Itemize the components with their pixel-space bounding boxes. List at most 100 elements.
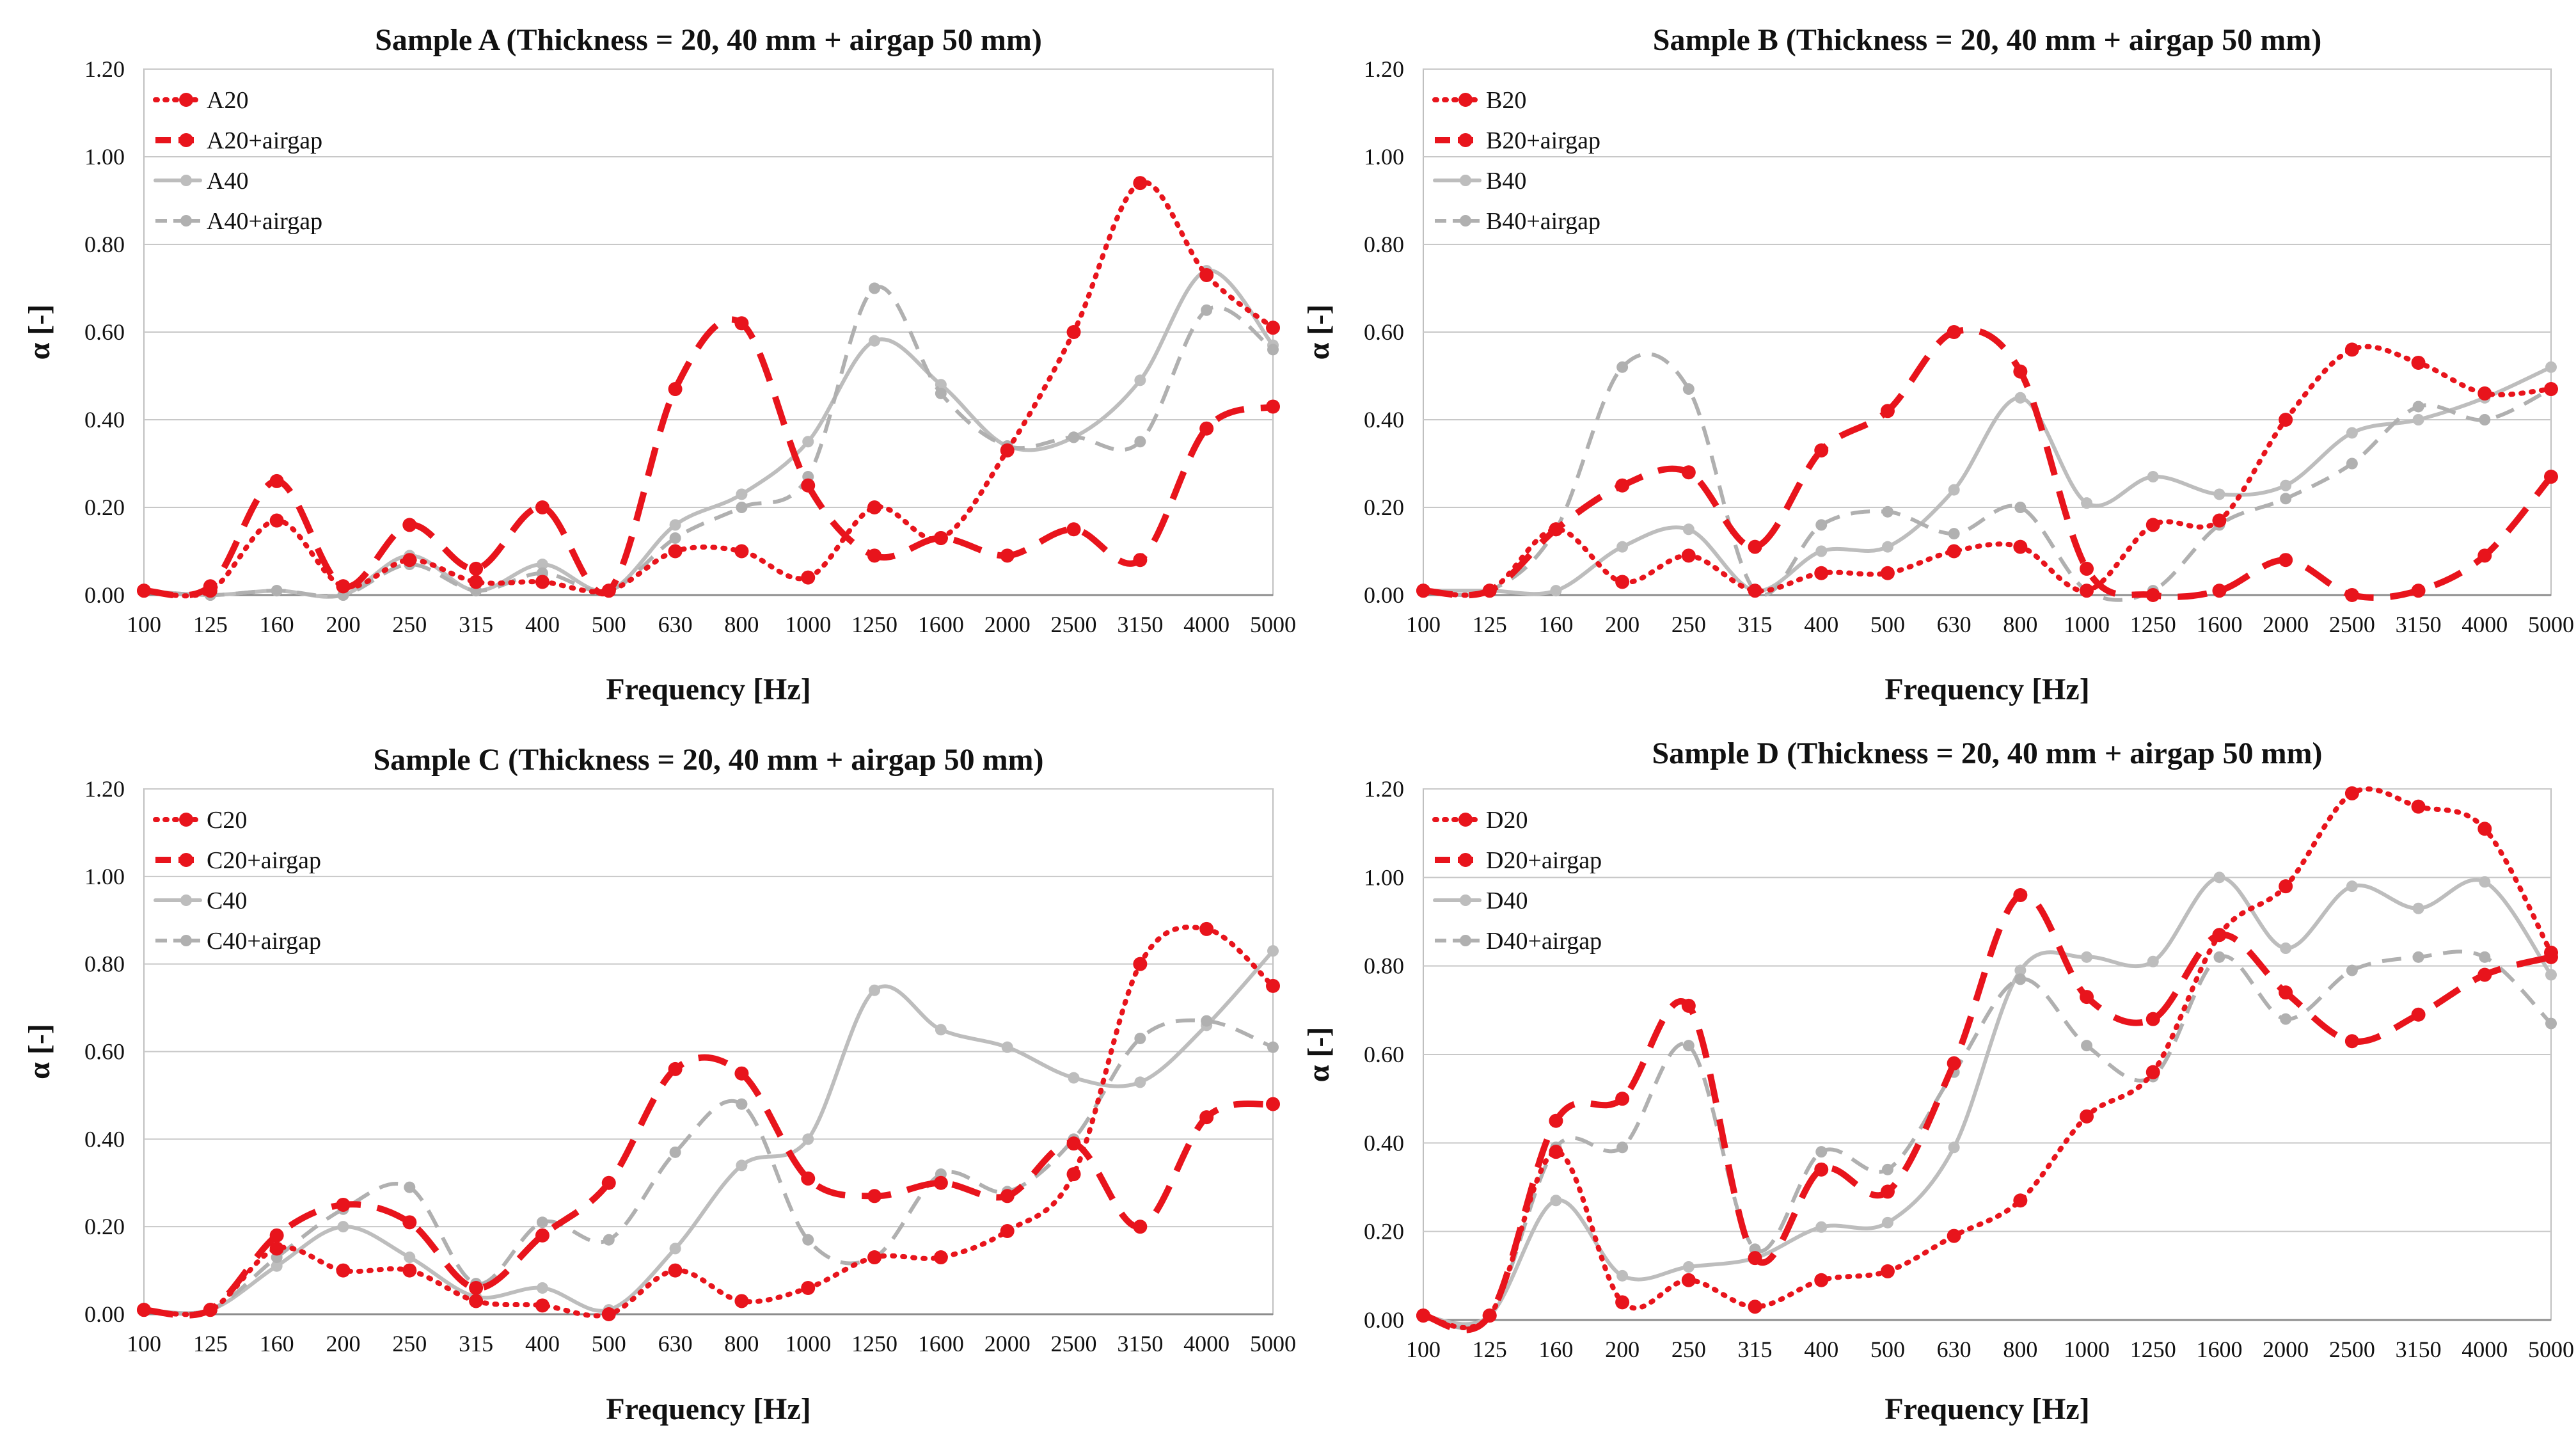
x-tick-label: 160 [1538, 612, 1573, 637]
data-point [668, 1263, 683, 1278]
y-tick-label: 0.00 [1364, 582, 1404, 608]
data-point [2412, 414, 2424, 425]
x-axis-label: Frequency [Hz] [1885, 1392, 2089, 1426]
data-point [2279, 413, 2293, 427]
data-point [1880, 1264, 1895, 1278]
x-tick-label: 2000 [2263, 612, 2309, 637]
data-point [933, 530, 948, 545]
series-A20+airgap [137, 316, 1280, 599]
x-tick-label: 100 [127, 612, 161, 637]
x-tick-label: 1000 [785, 1331, 831, 1356]
data-point [336, 1263, 351, 1278]
y-tick-label: 1.00 [1364, 864, 1404, 890]
y-tick-label: 0.20 [1364, 495, 1404, 520]
data-point [2477, 386, 2492, 401]
data-point [2213, 488, 2225, 500]
x-tick-label: 200 [326, 612, 360, 637]
data-point [2477, 967, 2492, 982]
legend: C20 C20+airgap C40 C40+airgap [153, 807, 321, 955]
data-point [2147, 955, 2159, 967]
data-point [1199, 421, 1214, 436]
x-tick-label: 800 [2003, 1337, 2037, 1362]
data-point [1881, 505, 1893, 518]
data-point [2212, 584, 2227, 598]
data-point [1000, 443, 1015, 457]
chart-panel-4: Sample D (Thickness = 20, 40 mm + airgap… [1302, 736, 2574, 1426]
data-point [669, 519, 681, 531]
data-point [802, 1133, 814, 1145]
x-tick-label: 2000 [984, 612, 1031, 637]
data-point [1550, 1195, 1562, 1207]
data-point [536, 559, 548, 571]
y-tick-label: 0.80 [1364, 232, 1404, 257]
legend-swatch-marker [180, 894, 192, 906]
data-point [668, 544, 683, 559]
y-tick-label: 0.60 [1364, 319, 1404, 345]
data-point [2013, 364, 2028, 379]
data-point [402, 553, 417, 568]
y-tick-label: 1.20 [1364, 776, 1404, 802]
y-tick-label: 1.20 [84, 776, 125, 802]
data-point [933, 1250, 948, 1265]
data-point [669, 532, 681, 544]
x-tick-label: 315 [1738, 1337, 1773, 1362]
x-tick-label: 125 [1473, 1337, 1507, 1362]
y-tick-label: 0.40 [84, 407, 125, 433]
data-point [402, 1215, 417, 1230]
data-point [2081, 497, 2093, 509]
data-point [2280, 942, 2292, 954]
data-point [2411, 355, 2426, 370]
legend-label: D40 [1486, 887, 1528, 914]
y-axis-label: α [-] [22, 1024, 56, 1079]
x-tick-label: 4000 [1183, 612, 1229, 637]
data-point [801, 1280, 816, 1295]
data-point [1947, 544, 1961, 559]
data-point [469, 1294, 484, 1308]
data-point [2014, 392, 2027, 404]
x-tick-label: 315 [459, 1331, 493, 1356]
x-tick-label: 1000 [2064, 612, 2110, 637]
x-tick-label: 400 [1804, 612, 1838, 637]
data-point [469, 1280, 484, 1295]
legend: B20 B20+airgap B40 B40+airgap [1432, 87, 1600, 235]
data-point [536, 1282, 548, 1294]
data-point [2080, 1109, 2094, 1124]
data-point [1068, 1072, 1080, 1084]
x-tick-label: 250 [1671, 612, 1706, 637]
legend-label: D20+airgap [1486, 847, 1602, 874]
data-point [1682, 1261, 1695, 1273]
data-point [1616, 361, 1629, 373]
data-point [1266, 978, 1280, 993]
data-point [734, 1294, 749, 1308]
data-point [1066, 325, 1081, 339]
data-point [1133, 957, 1148, 971]
series-line [143, 316, 1274, 599]
data-point [1948, 528, 1960, 540]
legend: A20 A20+airgap A40 A40+airgap [153, 87, 322, 235]
data-point [402, 518, 417, 532]
data-point [1133, 1220, 1148, 1234]
data-point [2544, 470, 2558, 484]
data-point [869, 282, 881, 294]
legend-swatch-marker [180, 935, 192, 946]
data-point [1948, 1141, 1960, 1154]
data-point [2412, 902, 2424, 914]
x-tick-label: 1250 [851, 1331, 897, 1356]
data-point [2346, 427, 2358, 439]
data-point [1134, 374, 1146, 386]
data-point [2081, 1040, 2093, 1052]
data-point [1134, 1076, 1146, 1088]
data-point [336, 579, 351, 594]
y-tick-label: 0.40 [1364, 1130, 1404, 1156]
legend-label: B20+airgap [1486, 127, 1600, 154]
x-tick-label: 160 [260, 612, 294, 637]
data-point [2279, 985, 2293, 1000]
legend-swatch-marker [179, 813, 193, 827]
data-point [1267, 945, 1279, 957]
x-tick-label: 400 [525, 612, 560, 637]
data-point [1815, 1146, 1828, 1158]
data-point [869, 984, 881, 996]
data-point [1199, 267, 1214, 282]
y-tick-label: 0.20 [84, 1214, 125, 1239]
